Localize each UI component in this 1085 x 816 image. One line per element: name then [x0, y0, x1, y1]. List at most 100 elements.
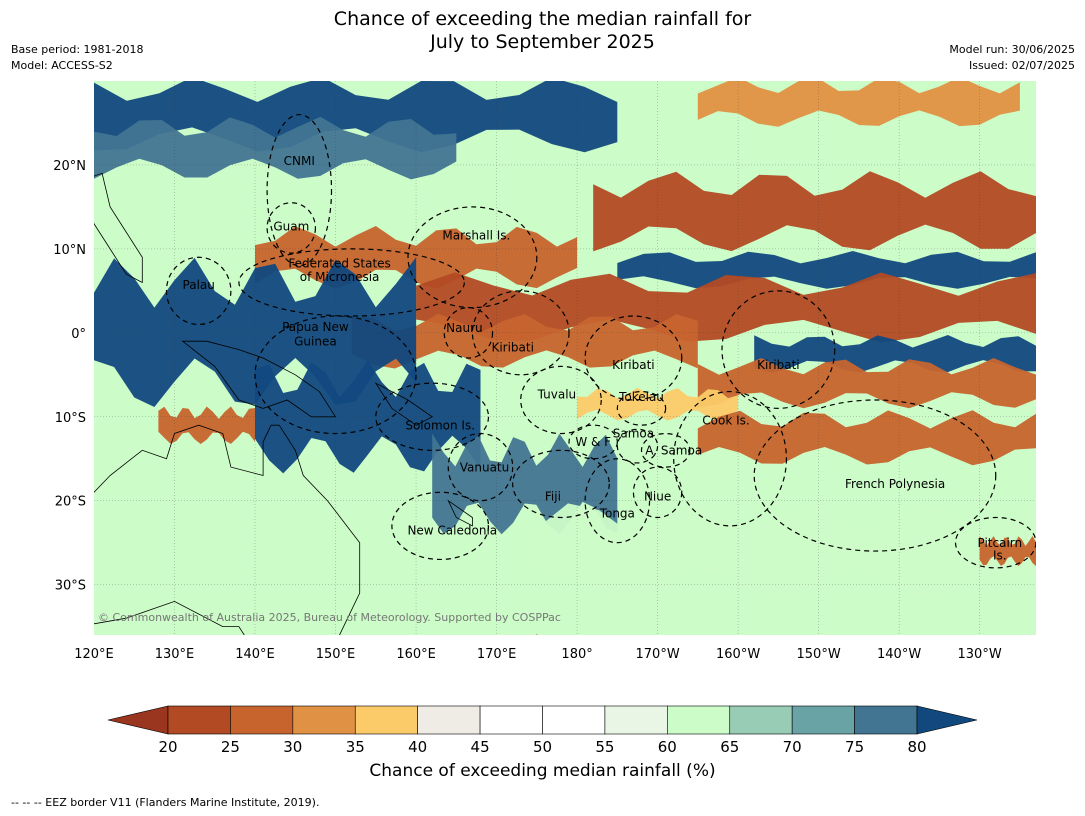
lat-tick-label: 0° [71, 327, 86, 342]
lon-tick-label: 140°E [235, 647, 275, 662]
eez-border [616, 390, 667, 426]
eez-border [753, 399, 997, 552]
eez-footnote: -- -- -- EEZ border V11 (Flanders Marine… [11, 796, 320, 809]
colorbar-swatch [542, 705, 606, 735]
colorbar-swatch [854, 705, 918, 735]
lon-tick-label: 180° [561, 647, 592, 662]
colorbar-tick-label: 25 [221, 738, 240, 756]
region-label: Guinea [294, 334, 337, 348]
region-label: CNMI [284, 154, 315, 168]
colorbar-low-extend [107, 705, 169, 735]
rainfall-band [158, 406, 255, 444]
base-period: Base period: 1981-2018 [11, 43, 144, 56]
issued-date: Issued: 02/07/2025 [968, 59, 1075, 72]
rainfall-band [697, 410, 1036, 466]
colorbar-swatch [479, 705, 543, 735]
lon-tick-label: 130°E [155, 647, 195, 662]
rainfall-band [593, 171, 1036, 252]
eez-border [568, 424, 618, 460]
colorbar-swatch [354, 705, 418, 735]
coastline [181, 340, 337, 418]
landmasses [5, 172, 538, 635]
colorbar-swatch [791, 705, 855, 735]
region-label: Tuvalu [537, 387, 577, 401]
lon-tick-label: 120°E [74, 647, 114, 662]
rainfall-band [94, 116, 457, 180]
colorbar-swatch [167, 705, 231, 735]
axis-labels: 120°E 130°E 140°E 150°E 160°E 170°E 180° 170°W 1… [53, 159, 1002, 662]
colorbar-tick-label: 40 [408, 738, 427, 756]
eez-border [375, 382, 490, 451]
rainfall-band [754, 335, 1036, 373]
region-label: Vanuatu [460, 460, 510, 474]
eez-border [632, 466, 683, 519]
colorbar-tick-label: 20 [158, 738, 177, 756]
colorbar-swatch [230, 705, 294, 735]
coastline [536, 634, 538, 635]
coastline [447, 499, 473, 527]
colorbar-tick-label: 35 [346, 738, 365, 756]
lat-tick-label: 10°S [55, 411, 86, 426]
meta-left: Base period: 1981-2018 Model: ACCESS-S2 [11, 42, 143, 74]
lat-tick-label: 20°N [53, 159, 86, 174]
eez-border [616, 428, 659, 464]
rainfall-band [416, 272, 1036, 343]
colorbar-swatch [417, 705, 481, 735]
eez-border [673, 390, 788, 527]
graticule [94, 81, 1036, 635]
rainfall-band [351, 313, 698, 369]
region-label: Palau [183, 278, 215, 292]
rainfall-band [697, 358, 1036, 409]
lon-tick-label: 150°E [316, 647, 356, 662]
eez-border [266, 113, 333, 267]
region-label: Nauru [446, 321, 482, 335]
lon-tick-label: 170°W [636, 647, 680, 662]
lon-tick-label: 150°W [797, 647, 841, 662]
colorbar-high-extend [916, 705, 978, 735]
eez-border [721, 290, 836, 409]
region-label: Kiribati [491, 340, 533, 354]
eez-border [471, 290, 570, 376]
model-run: Model run: 30/06/2025 [949, 43, 1075, 56]
colorbar: 20 25 30 35 40 45 50 55 60 65 70 75 80 [107, 705, 978, 756]
colorbar-swatch [729, 705, 793, 735]
rainfall-band [577, 387, 739, 421]
rainfall-band [979, 536, 1036, 567]
eez-border [266, 202, 317, 254]
eez-border [447, 432, 514, 502]
coastline [5, 266, 86, 367]
region-label: Marshall Is. [442, 229, 510, 243]
region-label: A. Samoa [645, 444, 702, 458]
region-label: Pitcairn [977, 536, 1022, 550]
lon-tick-label: 160°W [716, 647, 760, 662]
region-label: W & F [575, 435, 611, 449]
colorbar-tick-label: 75 [845, 738, 864, 756]
lon-tick-label: 130°W [958, 647, 1002, 662]
region-label: French Polynesia [845, 477, 945, 491]
colorbar-tick-label: 30 [283, 738, 302, 756]
colorbar-tick-label: 70 [783, 738, 802, 756]
eez-border [584, 315, 683, 401]
coastline [94, 172, 143, 284]
coastline [94, 424, 361, 635]
region-label: Guam [273, 219, 309, 233]
map-title-line1: Chance of exceeding the median rainfall … [333, 8, 752, 30]
copyright-note: © Commonwealth of Australia 2025, Bureau… [98, 611, 561, 624]
lat-tick-label: 30°S [55, 579, 86, 594]
rainfall-band [697, 81, 1020, 127]
colorbar-tick-label: 65 [720, 738, 739, 756]
lon-tick-label: 140°W [877, 647, 921, 662]
eez-border [520, 365, 602, 435]
lat-tick-label: 20°S [55, 495, 86, 510]
eez-border [391, 491, 490, 561]
region-label: Fiji [545, 490, 561, 504]
eez-border [238, 248, 465, 317]
region-label: Kiribati [612, 358, 654, 372]
colorbar-tick-label: 55 [595, 738, 614, 756]
eez-border [443, 307, 494, 359]
region-label: Federated States [288, 256, 390, 270]
colorbar-tick-label: 60 [658, 738, 677, 756]
region-label: of Micronesia [300, 270, 380, 284]
region-label: Solomon Is. [405, 418, 475, 432]
